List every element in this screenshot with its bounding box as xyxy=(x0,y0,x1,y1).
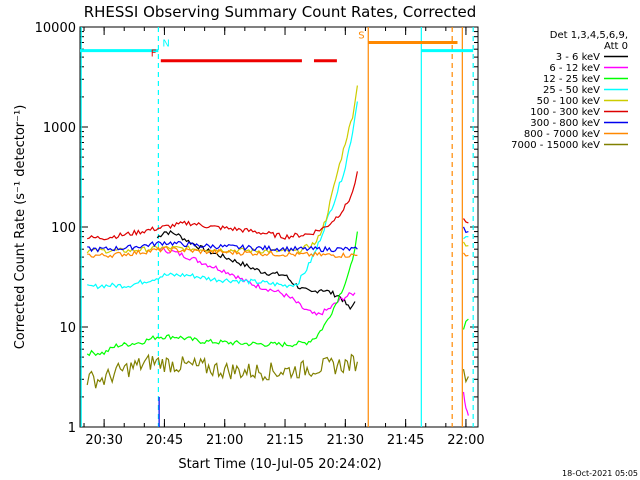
plot-frame xyxy=(79,26,479,428)
flag-bar-label: N xyxy=(162,39,169,50)
series-line xyxy=(462,318,469,330)
series-line xyxy=(86,353,358,389)
series-line xyxy=(463,218,469,224)
x-axis-ticks: 20:30 20:45 21:00 21:15 21:30 21:45 22:00 xyxy=(83,27,485,448)
y-axis-label: Corrected Count Rate (s⁻¹ detector⁻¹) xyxy=(13,105,28,350)
legend-entry-label: 6 - 12 keV xyxy=(549,63,600,74)
x-tick-label: 20:45 xyxy=(146,433,183,448)
y-tick-label: 100 xyxy=(51,221,76,236)
chart-title: RHESSI Observing Summary Count Rates, Co… xyxy=(84,3,477,21)
series-layer xyxy=(86,85,469,416)
legend-header: Det 1,3,4,5,6,9, xyxy=(550,30,628,41)
x-tick-label: 21:15 xyxy=(266,433,303,448)
series-line xyxy=(462,368,469,384)
y-tick-label: 1000 xyxy=(43,121,76,136)
series-line xyxy=(159,247,356,316)
legend-entry-label: 7000 - 15000 keV xyxy=(511,140,600,151)
y-tick-label: 10 xyxy=(59,321,76,336)
series-line xyxy=(87,171,358,241)
series-line xyxy=(87,246,358,259)
x-tick-label: 22:00 xyxy=(447,433,484,448)
legend-entry-label: 12 - 25 keV xyxy=(543,74,600,85)
series-line xyxy=(463,252,469,257)
legend-entry-label: 800 - 7000 keV xyxy=(524,129,600,140)
flag-bar-label: S xyxy=(358,30,364,41)
timestamp: 18-Oct-2021 05:05 xyxy=(562,469,638,478)
x-tick-label: 21:30 xyxy=(327,433,364,448)
legend-entry-label: 3 - 6 keV xyxy=(556,52,600,63)
series-line xyxy=(463,236,469,240)
legend-entry-label: 25 - 50 keV xyxy=(543,85,600,96)
series-line xyxy=(156,229,356,311)
flag-bars: NF S xyxy=(80,30,474,63)
legend-entry-label: 300 - 800 keV xyxy=(530,118,600,129)
x-tick-label: 21:45 xyxy=(387,433,424,448)
x-tick-label: 20:30 xyxy=(85,433,122,448)
flag-bar-label: F xyxy=(151,49,157,60)
series-line xyxy=(462,241,469,247)
legend-header: Att 0 xyxy=(604,41,628,52)
x-tick-label: 21:00 xyxy=(206,433,243,448)
legend-entry-label: 50 - 100 keV xyxy=(537,96,601,107)
series-line xyxy=(462,391,469,416)
series-line xyxy=(87,240,358,253)
legend-entry-label: 100 - 300 keV xyxy=(530,107,600,118)
interval-markers xyxy=(80,27,474,427)
x-axis-label: Start Time (10-Jul-05 20:24:02) xyxy=(178,457,381,472)
y-axis-ticks: 1 10 100 1000 10000 xyxy=(35,21,478,436)
y-tick-label: 1 xyxy=(68,421,76,436)
series-line xyxy=(86,231,358,357)
series-line xyxy=(462,226,469,234)
series-line xyxy=(87,101,358,290)
y-tick-label: 10000 xyxy=(35,21,76,36)
